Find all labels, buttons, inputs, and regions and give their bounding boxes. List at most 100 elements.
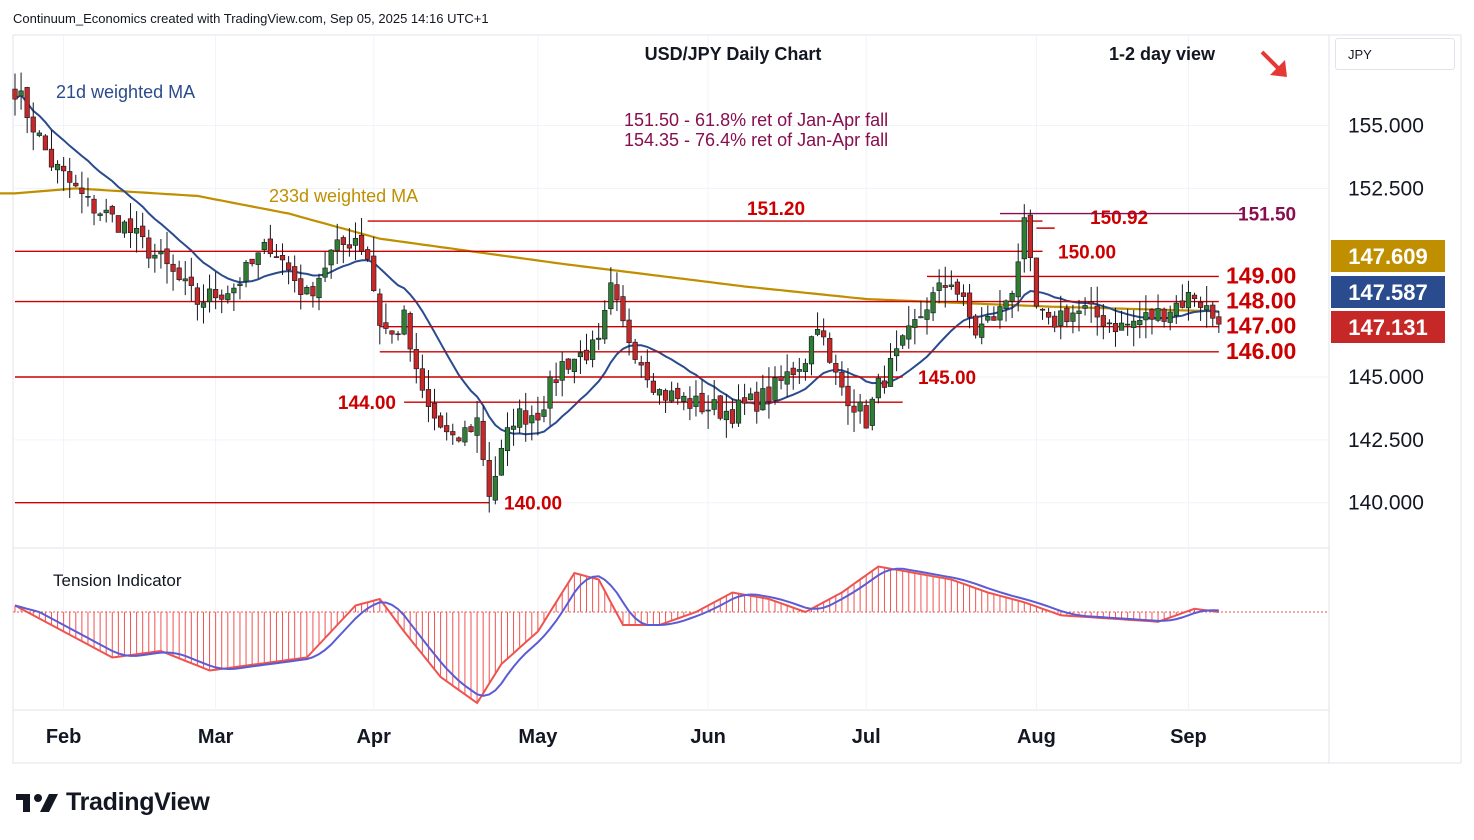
candle-body (748, 393, 754, 401)
candle-body (73, 182, 79, 187)
candle-body (200, 302, 207, 308)
candle-body (1027, 214, 1033, 258)
candle-body (918, 316, 924, 319)
candle-body (954, 281, 960, 295)
candle-body (127, 218, 134, 234)
candle-body (814, 328, 821, 335)
candle-body (1198, 301, 1204, 308)
candle-body (656, 389, 663, 396)
candle-body (717, 395, 723, 419)
candle-body (529, 415, 535, 424)
price-badges: 147.609 147.587 147.131 (1331, 240, 1445, 343)
level-label: 140.00 (504, 494, 562, 515)
candle-body (450, 431, 456, 436)
candle-body (796, 369, 802, 372)
brand-name: TradingView (66, 788, 210, 816)
candle-body (705, 409, 711, 412)
candle-body (808, 336, 815, 365)
candle-body (152, 254, 158, 259)
candle-body (292, 266, 298, 282)
tension-line (14, 565, 1219, 705)
candle-body (134, 227, 140, 234)
price-badge (1331, 240, 1445, 272)
candle-body (881, 380, 888, 388)
candle-body (559, 361, 565, 381)
candle-body (425, 389, 432, 407)
candle-body (869, 398, 875, 426)
candle-body (845, 385, 851, 407)
candle-body (273, 256, 280, 258)
month-label: Jul (852, 726, 881, 748)
candle-body (900, 335, 906, 346)
fib-annotation-1: 151.50 - 61.8% ret of Jan-Apr fall (624, 110, 888, 130)
fib-annotation-2: 154.35 - 76.4% ret of Jan-Apr fall (624, 130, 888, 150)
attribution-text: Continuum_Economics created with Trading… (13, 11, 489, 26)
candle-body (596, 337, 602, 340)
candle-body (389, 330, 395, 335)
candle-body (1155, 308, 1161, 321)
candle-body (504, 427, 511, 452)
candle-body (383, 322, 389, 329)
candle-body (371, 255, 377, 292)
candle-body (863, 405, 869, 429)
candle-body (650, 380, 656, 393)
candle-body (644, 361, 650, 381)
candle-body (1009, 292, 1015, 302)
month-label: Sep (1170, 726, 1207, 748)
candle-body (401, 309, 407, 335)
candle-body (754, 391, 760, 412)
candle-body (1179, 300, 1185, 308)
candle-body (948, 284, 954, 287)
candle-body (1106, 322, 1112, 325)
price-axis[interactable]: 155.000 152.500 145.000 142.500 140.000 (1348, 115, 1424, 515)
candle-body (237, 283, 243, 286)
candle-body (346, 244, 353, 249)
candle-body (887, 357, 894, 387)
candle-body (535, 412, 541, 421)
candle-body (231, 287, 237, 294)
candle-body (620, 296, 626, 322)
tradingview-brand[interactable]: TradingView (16, 788, 210, 817)
candle-body (857, 401, 863, 412)
candle-body (1216, 316, 1222, 325)
price-tick-label: 145.000 (1348, 366, 1424, 389)
symbol-box[interactable]: JPY (1335, 38, 1455, 70)
candle-body (243, 262, 249, 282)
candle-body (213, 289, 219, 299)
candle-body (602, 310, 608, 340)
candle-body (48, 148, 55, 168)
candle-body (973, 315, 979, 336)
candle-body (480, 420, 486, 460)
time-axis[interactable]: Feb Mar Apr May Jun Jul Aug Sep (46, 726, 1207, 748)
price-badge (1331, 276, 1445, 308)
candle-body (966, 292, 973, 318)
candle-body (279, 254, 286, 261)
candle-body (723, 410, 729, 421)
candle-body (778, 376, 784, 381)
candle-body (79, 187, 85, 195)
candle-body (267, 238, 273, 255)
candle-body (91, 198, 97, 214)
candle-body (1058, 310, 1064, 326)
month-label: Aug (1017, 726, 1056, 748)
candle-body (1167, 311, 1173, 323)
price-tick-label: 155.000 (1348, 115, 1424, 138)
candle-body (170, 263, 176, 272)
candle-body (365, 249, 371, 260)
candle-body (358, 234, 365, 252)
candle-body (583, 349, 590, 361)
candle-body (1118, 322, 1125, 331)
candle-body (334, 239, 340, 252)
month-label: Jun (690, 726, 726, 748)
candle-body (304, 286, 310, 295)
candle-body (1149, 309, 1155, 320)
month-label: Mar (198, 726, 234, 748)
price-badge-label: 147.131 (1348, 315, 1428, 340)
candle-body (1210, 304, 1216, 319)
candle-body (1052, 315, 1058, 328)
candle-body (486, 460, 492, 497)
candle-body (115, 215, 121, 233)
candle-body (1021, 217, 1027, 260)
candle-body (827, 338, 833, 363)
